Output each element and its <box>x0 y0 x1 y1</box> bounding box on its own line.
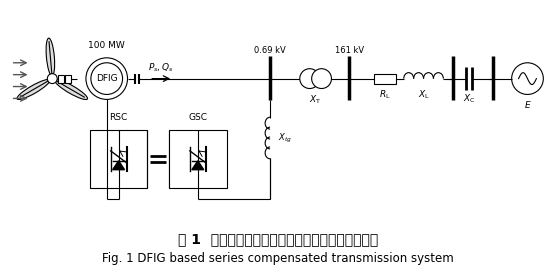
Bar <box>374 74 396 84</box>
Circle shape <box>86 58 127 99</box>
Ellipse shape <box>46 38 54 76</box>
Text: 0.69 kV: 0.69 kV <box>254 46 286 55</box>
Bar <box>169 130 226 187</box>
Text: $X_{tg}$: $X_{tg}$ <box>278 131 292 145</box>
Text: $R_{\mathrm{L}}$: $R_{\mathrm{L}}$ <box>379 88 391 101</box>
Text: Fig. 1 DFIG based series compensated transmission system: Fig. 1 DFIG based series compensated tra… <box>102 252 454 265</box>
Circle shape <box>47 74 57 84</box>
Text: 图 1  双馈风电机组经串联电容补偿并网系统结构图: 图 1 双馈风电机组经串联电容补偿并网系统结构图 <box>178 232 378 246</box>
Ellipse shape <box>54 80 87 100</box>
Bar <box>65 75 71 83</box>
Text: $P_s, Q_s$: $P_s, Q_s$ <box>148 61 174 74</box>
Text: GSC: GSC <box>188 113 207 122</box>
Text: $X_{\mathrm{T}}$: $X_{\mathrm{T}}$ <box>309 93 322 106</box>
Polygon shape <box>192 161 203 170</box>
Circle shape <box>512 63 543 95</box>
Bar <box>90 130 147 187</box>
Text: DFIG: DFIG <box>96 74 117 83</box>
Circle shape <box>300 69 320 88</box>
Text: $X_{\mathrm{C}}$: $X_{\mathrm{C}}$ <box>463 92 475 105</box>
Ellipse shape <box>17 80 50 100</box>
Text: RSC: RSC <box>110 113 128 122</box>
Polygon shape <box>113 161 125 170</box>
Text: $E$: $E$ <box>524 99 532 110</box>
Text: $X_{\mathrm{L}}$: $X_{\mathrm{L}}$ <box>418 88 430 101</box>
Circle shape <box>312 69 331 88</box>
Text: 161 kV: 161 kV <box>335 46 364 55</box>
Bar <box>58 75 64 83</box>
Text: 100 MW: 100 MW <box>88 41 125 50</box>
